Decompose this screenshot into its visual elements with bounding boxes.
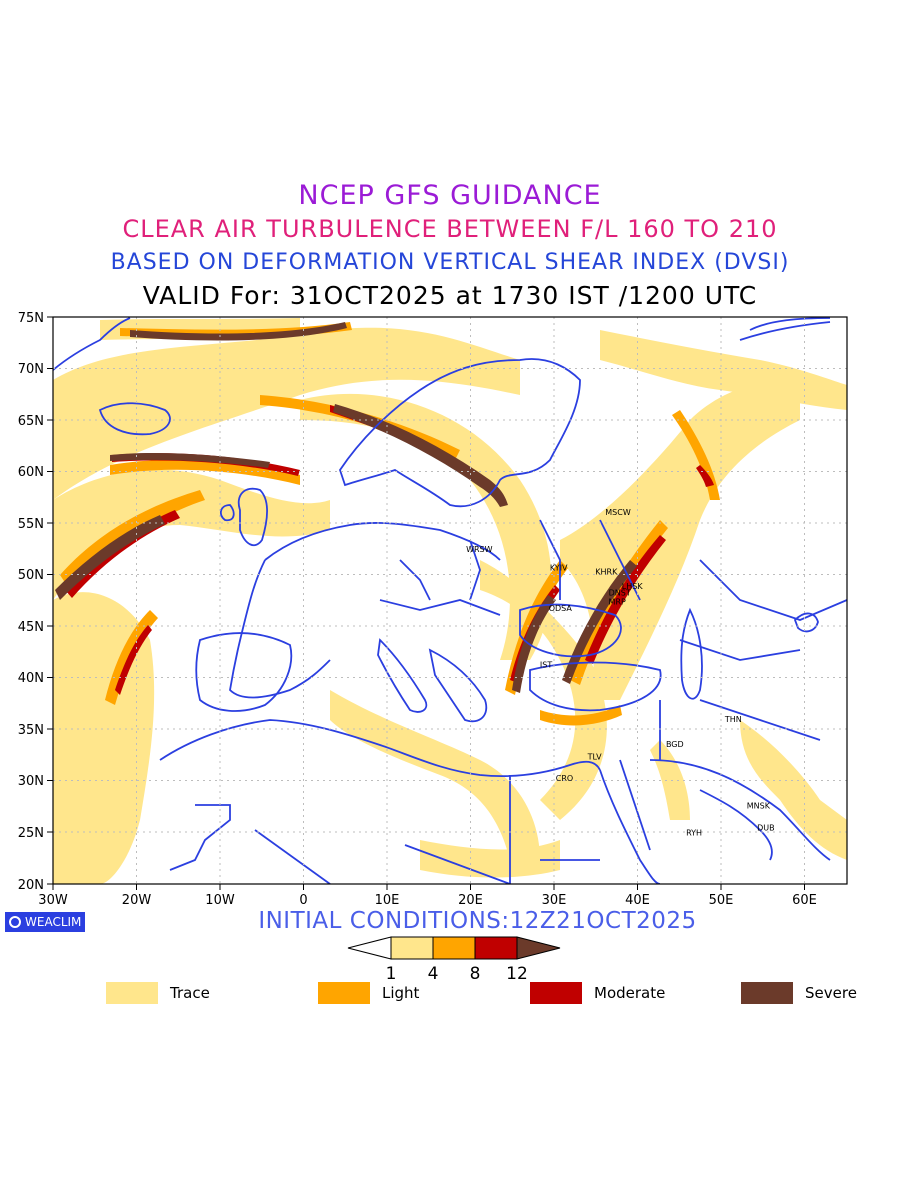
city-label-bgd: BGD xyxy=(666,740,684,749)
lat-label: 75N xyxy=(18,311,44,326)
city-label-mrp: MRP xyxy=(609,598,626,607)
lat-label: 55N xyxy=(18,517,44,532)
graticule xyxy=(53,317,847,884)
lon-label: 0 xyxy=(299,893,307,908)
city-label-thn: THN xyxy=(724,715,742,724)
city-label-dnst: DNST xyxy=(609,588,631,597)
lon-label: 20E xyxy=(458,893,483,908)
legend-swatch xyxy=(318,982,370,1004)
map-frame xyxy=(52,316,848,885)
lat-label: 60N xyxy=(18,465,44,480)
legend-severe: Severe xyxy=(741,982,857,1004)
brand-label: WEACLIM xyxy=(25,915,82,929)
lat-label: 30N xyxy=(18,774,44,789)
lon-label: 20W xyxy=(122,893,152,908)
city-label-cro: CRO xyxy=(556,774,573,783)
legend-swatch xyxy=(530,982,582,1004)
city-label-ryh: RYH xyxy=(686,829,702,838)
title-ncep-gfs: NCEP GFS GUIDANCE xyxy=(298,180,602,211)
city-label-lhsk: LHSK xyxy=(622,582,644,591)
lat-labels: 75N 70N 65N 60N 55N 50N 45N 40N 35N 30N … xyxy=(18,311,44,893)
weaclim-logo-icon xyxy=(9,916,21,928)
lat-label: 65N xyxy=(18,414,44,429)
trace-field xyxy=(53,318,847,884)
city-label-tlv: TLV xyxy=(587,752,602,761)
lat-label: 20N xyxy=(18,878,44,893)
lon-label: 30E xyxy=(542,893,567,908)
legend-swatch xyxy=(106,982,158,1004)
initial-conditions: INITIAL CONDITIONS:12Z21OCT2025 xyxy=(258,908,697,934)
legend-label: Light xyxy=(382,984,420,1002)
colorbar-moderate xyxy=(474,936,518,960)
colorbar-tick: 12 xyxy=(506,964,528,984)
lat-label: 40N xyxy=(18,671,44,686)
colorbar-tick: 1 xyxy=(386,964,397,984)
colorbar-under-arrow xyxy=(347,936,392,960)
colorbar-light xyxy=(432,936,476,960)
lat-label: 50N xyxy=(18,568,44,583)
legend-moderate: Moderate xyxy=(530,982,665,1004)
title-dvsi: BASED ON DEFORMATION VERTICAL SHEAR INDE… xyxy=(110,250,790,275)
legend-light: Light xyxy=(318,982,419,1004)
city-label-odsa: ODSA xyxy=(549,604,573,613)
legend-swatch xyxy=(741,982,793,1004)
city-label-khrk: KHRK xyxy=(595,568,618,577)
colorbar-trace xyxy=(390,936,434,960)
lat-label: 25N xyxy=(18,826,44,841)
legend-trace: Trace xyxy=(106,982,210,1004)
lat-label: 45N xyxy=(18,620,44,635)
colorbar-severe-arrow xyxy=(516,936,561,960)
lon-label: 40E xyxy=(625,893,650,908)
lat-label: 70N xyxy=(18,362,44,377)
weaclim-brand: WEACLIM xyxy=(5,912,86,932)
city-label-dub: DUB xyxy=(757,823,775,832)
lon-label: 10E xyxy=(375,893,400,908)
city-label-kyiv: KYIV xyxy=(550,564,568,573)
lat-label: 35N xyxy=(18,723,44,738)
title-valid-time: VALID For: 31OCT2025 at 1730 IST /1200 U… xyxy=(142,281,758,310)
severe-field xyxy=(55,322,637,693)
colorbar: 1 4 8 12 xyxy=(347,936,561,984)
city-label-mscw: MSCW xyxy=(605,508,631,517)
lon-label: 50E xyxy=(709,893,734,908)
title-cat-levels: CLEAR AIR TURBULENCE BETWEEN F/L 160 TO … xyxy=(122,215,778,243)
colorbar-tick: 4 xyxy=(428,964,439,984)
city-label-mnsk: MNSK xyxy=(747,802,771,811)
lon-labels: 30W 20W 10W 0 10E 20E 30E 40E 50E 60E xyxy=(38,893,817,908)
legend-label: Moderate xyxy=(594,984,666,1002)
lon-label: 10W xyxy=(205,893,235,908)
axis-ticks xyxy=(47,316,805,890)
city-label-wrsw: WRSW xyxy=(466,545,493,554)
lon-label: 60E xyxy=(792,893,817,908)
lon-label: 30W xyxy=(38,893,68,908)
colorbar-tick: 8 xyxy=(470,964,481,984)
city-label-ist: IST xyxy=(540,661,552,670)
legend-label: Trace xyxy=(170,984,210,1002)
legend-label: Severe xyxy=(805,984,857,1002)
